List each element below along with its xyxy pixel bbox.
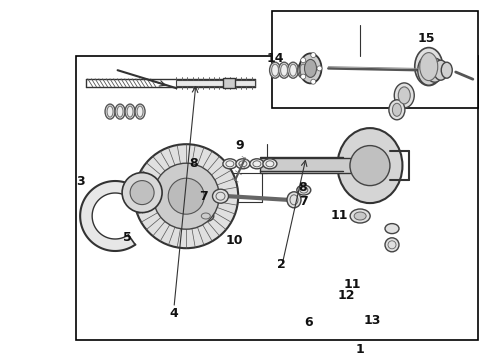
Text: 6: 6 bbox=[304, 316, 313, 329]
Text: 5: 5 bbox=[123, 231, 132, 244]
Bar bbox=[76, 56, 478, 340]
Ellipse shape bbox=[279, 62, 290, 78]
Ellipse shape bbox=[125, 104, 135, 119]
Circle shape bbox=[311, 79, 316, 84]
Ellipse shape bbox=[270, 62, 281, 78]
Ellipse shape bbox=[105, 104, 115, 119]
Ellipse shape bbox=[389, 100, 405, 120]
Ellipse shape bbox=[299, 53, 321, 84]
Ellipse shape bbox=[354, 212, 366, 220]
Text: 2: 2 bbox=[277, 258, 286, 271]
Text: 7: 7 bbox=[299, 195, 308, 208]
Circle shape bbox=[317, 66, 322, 71]
Ellipse shape bbox=[297, 185, 311, 195]
Text: 14: 14 bbox=[267, 52, 284, 65]
Text: 15: 15 bbox=[417, 32, 435, 45]
Bar bbox=[176, 80, 255, 86]
Text: 8: 8 bbox=[189, 157, 198, 170]
Ellipse shape bbox=[250, 159, 264, 169]
Circle shape bbox=[301, 58, 306, 63]
Ellipse shape bbox=[392, 103, 401, 116]
Text: 8: 8 bbox=[298, 181, 307, 194]
Ellipse shape bbox=[398, 87, 410, 104]
Circle shape bbox=[122, 172, 162, 213]
Circle shape bbox=[301, 74, 306, 79]
Ellipse shape bbox=[297, 62, 309, 78]
Ellipse shape bbox=[304, 59, 317, 77]
Ellipse shape bbox=[213, 189, 228, 203]
Ellipse shape bbox=[394, 83, 414, 108]
Text: 12: 12 bbox=[338, 289, 355, 302]
Ellipse shape bbox=[198, 211, 214, 221]
Text: 10: 10 bbox=[225, 234, 243, 247]
Text: 9: 9 bbox=[236, 139, 245, 152]
Text: 11: 11 bbox=[331, 209, 348, 222]
Ellipse shape bbox=[415, 48, 443, 86]
Bar bbox=[223, 78, 235, 88]
Ellipse shape bbox=[338, 128, 402, 203]
Ellipse shape bbox=[441, 62, 452, 78]
Ellipse shape bbox=[420, 57, 438, 83]
Circle shape bbox=[168, 178, 204, 214]
Ellipse shape bbox=[135, 104, 145, 119]
Polygon shape bbox=[80, 181, 135, 251]
Ellipse shape bbox=[288, 62, 298, 78]
Ellipse shape bbox=[115, 104, 125, 119]
Circle shape bbox=[311, 53, 316, 58]
Text: 7: 7 bbox=[199, 190, 208, 203]
Bar bbox=[260, 158, 358, 173]
Ellipse shape bbox=[426, 58, 444, 82]
Text: 13: 13 bbox=[364, 314, 381, 327]
Ellipse shape bbox=[420, 53, 438, 81]
Ellipse shape bbox=[287, 192, 301, 208]
Circle shape bbox=[385, 238, 399, 252]
Ellipse shape bbox=[223, 159, 237, 169]
Ellipse shape bbox=[434, 60, 448, 80]
Ellipse shape bbox=[350, 209, 370, 223]
Circle shape bbox=[134, 144, 238, 248]
Text: 11: 11 bbox=[344, 278, 362, 291]
Ellipse shape bbox=[418, 55, 440, 85]
Text: 4: 4 bbox=[170, 307, 178, 320]
Text: 3: 3 bbox=[76, 175, 85, 188]
Ellipse shape bbox=[236, 159, 250, 169]
Circle shape bbox=[350, 145, 390, 186]
Ellipse shape bbox=[263, 159, 277, 169]
Bar bbox=[272, 11, 478, 108]
Text: 1: 1 bbox=[356, 343, 365, 356]
Circle shape bbox=[130, 181, 154, 204]
Circle shape bbox=[153, 163, 219, 229]
Ellipse shape bbox=[385, 224, 399, 234]
